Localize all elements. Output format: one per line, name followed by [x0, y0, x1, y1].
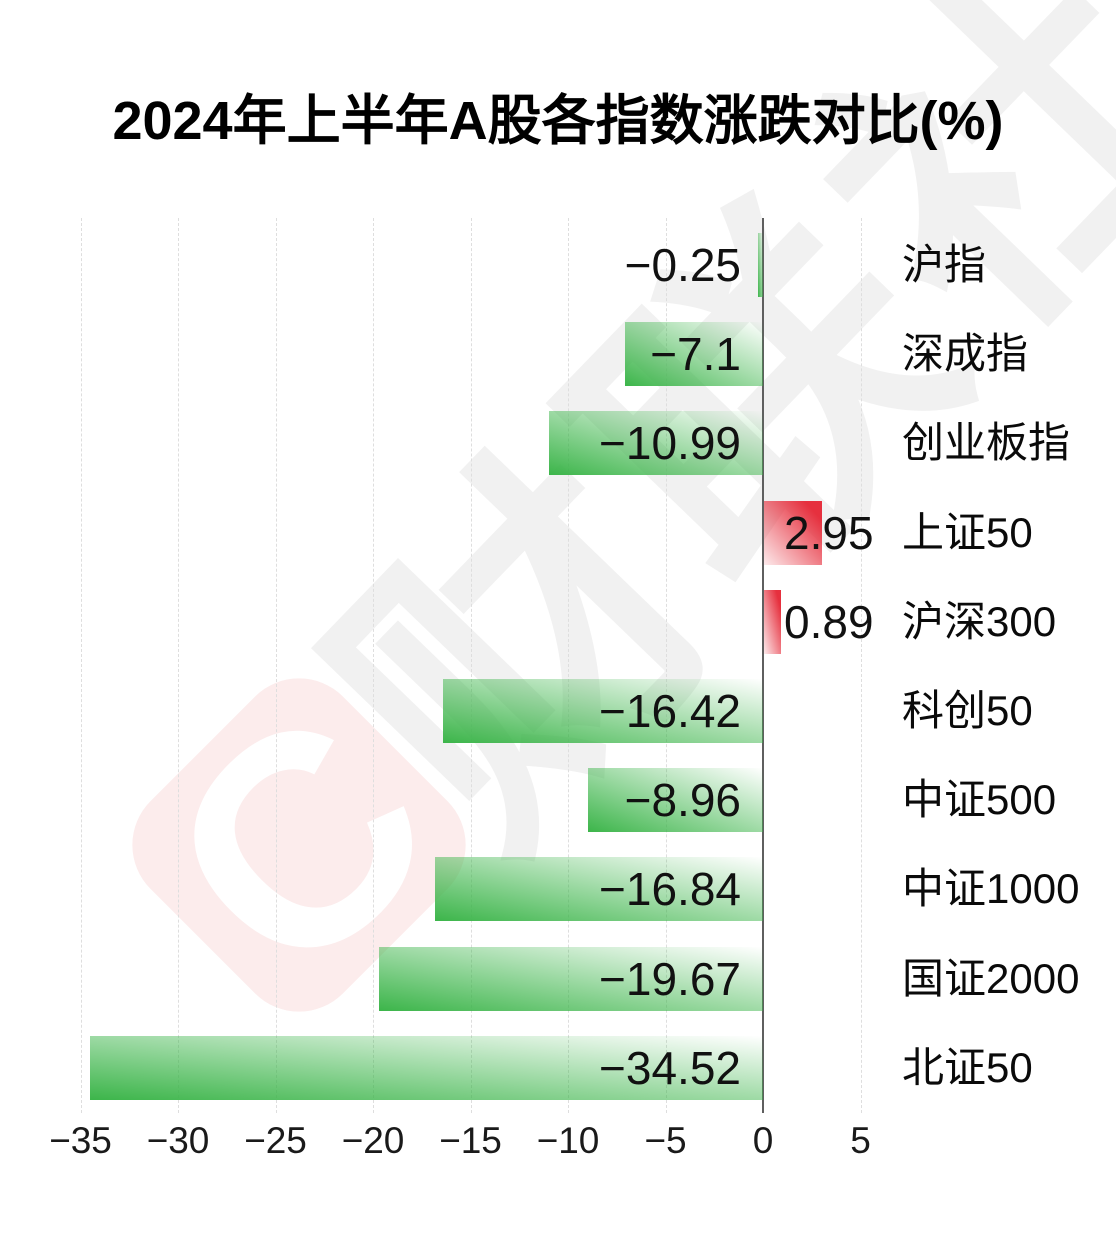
x-tick-label: −30 [146, 1120, 210, 1161]
bar [588, 768, 763, 833]
category-label: 中证1000 [902, 865, 1080, 913]
gridline [568, 218, 569, 1113]
value-label: −19.67 [599, 952, 741, 1005]
gridline [178, 218, 179, 1113]
gridline [665, 218, 667, 1113]
bar [434, 857, 763, 922]
value-label: −16.84 [599, 863, 741, 916]
value-label: 2.95 [784, 506, 874, 559]
gridline [373, 218, 374, 1113]
chart-title: 2024年上半年A股各指数涨跌对比(%) [112, 91, 1004, 151]
category-label: 中证500 [902, 776, 1057, 824]
value-label: −7.1 [650, 328, 741, 381]
bar [764, 589, 782, 654]
category-label: 创业板指 [902, 419, 1071, 467]
gridline [860, 218, 862, 1113]
x-tick-label: 0 [752, 1120, 774, 1161]
plot-area: −0.25 沪指 −7.1 深成指 −10.99 创业板指 2.95 上证50 0.89 沪深30… [0, 218, 1116, 1113]
x-tick-label: −15 [439, 1120, 502, 1161]
bar [624, 322, 763, 387]
bar [764, 500, 822, 565]
gridline [80, 218, 82, 1113]
bar [89, 1035, 763, 1100]
gridline [470, 218, 472, 1113]
category-label: 科创50 [902, 687, 1033, 734]
value-label: −8.96 [624, 774, 741, 827]
x-tick-label: −35 [49, 1120, 112, 1161]
value-label: −10.99 [599, 417, 741, 470]
x-tick-label: −5 [644, 1120, 687, 1161]
zero-axis-line [762, 218, 764, 1113]
x-tick-label: −20 [341, 1120, 405, 1161]
bar [442, 679, 763, 743]
category-label: 沪指 [902, 241, 987, 288]
value-label: −16.42 [599, 685, 741, 737]
value-label: 0.89 [784, 595, 874, 648]
value-label: −34.52 [599, 1041, 741, 1094]
bar [379, 946, 763, 1011]
value-label: −0.25 [624, 239, 741, 291]
category-label: 北证50 [902, 1043, 1033, 1091]
category-label: 沪深300 [902, 597, 1057, 645]
x-tick-label: −25 [244, 1120, 307, 1161]
category-label: 深成指 [902, 330, 1029, 378]
x-tick-label: −10 [536, 1120, 600, 1161]
bar [758, 233, 763, 297]
gridline [275, 218, 277, 1113]
category-label: 上证50 [902, 508, 1033, 556]
category-label: 国证2000 [902, 954, 1080, 1002]
bar [548, 411, 763, 476]
x-tick-label: 5 [850, 1120, 871, 1161]
